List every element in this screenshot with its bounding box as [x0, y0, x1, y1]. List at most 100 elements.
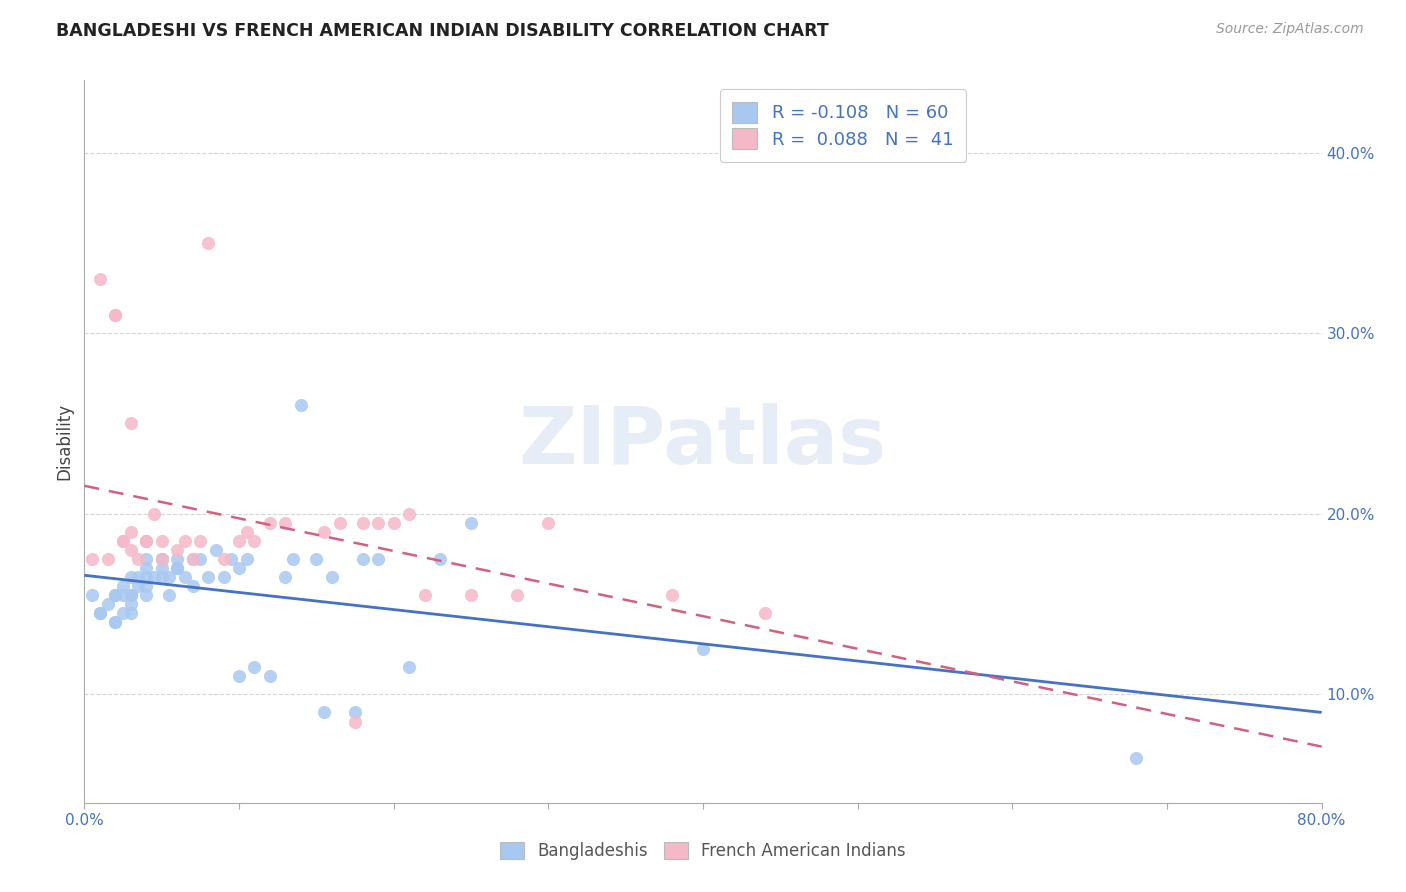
Point [188, 533, 211, 548]
Point [281, 552, 305, 566]
Point [120, 606, 142, 620]
Point [135, 579, 157, 593]
Point [135, 570, 157, 584]
Point [228, 669, 250, 683]
Legend: Bangladeshis, French American Indians: Bangladeshis, French American Indians [494, 835, 912, 867]
Point [82, 552, 104, 566]
Point [274, 570, 297, 584]
Point [460, 588, 482, 602]
Point [135, 533, 157, 548]
Point [290, 398, 312, 412]
Point [188, 552, 211, 566]
Point [274, 516, 297, 530]
Point [150, 552, 173, 566]
Point [150, 561, 173, 575]
Point [104, 615, 127, 630]
Point [135, 561, 157, 575]
Point [89, 606, 111, 620]
Point [181, 552, 204, 566]
Point [143, 570, 166, 584]
Point [120, 597, 142, 611]
Point [305, 552, 328, 566]
Point [243, 660, 266, 674]
Point [228, 533, 250, 548]
Point [537, 516, 560, 530]
Point [120, 417, 142, 431]
Point [197, 235, 219, 250]
Point [181, 552, 204, 566]
Point [159, 588, 180, 602]
Point [166, 561, 188, 575]
Point [661, 588, 683, 602]
Point [127, 579, 149, 593]
Point [328, 516, 352, 530]
Point [1125, 750, 1147, 764]
Point [382, 516, 405, 530]
Point [367, 552, 389, 566]
Point [120, 588, 142, 602]
Point [120, 588, 142, 602]
Point [135, 588, 157, 602]
Point [96, 597, 118, 611]
Point [166, 561, 188, 575]
Point [312, 524, 335, 539]
Point [112, 533, 135, 548]
Point [150, 533, 173, 548]
Point [398, 507, 420, 521]
Text: Source: ZipAtlas.com: Source: ZipAtlas.com [1216, 22, 1364, 37]
Point [212, 552, 235, 566]
Point [321, 570, 343, 584]
Point [104, 308, 127, 322]
Point [367, 516, 389, 530]
Point [259, 669, 281, 683]
Point [197, 570, 219, 584]
Point [89, 606, 111, 620]
Point [166, 552, 188, 566]
Point [352, 552, 374, 566]
Point [127, 570, 149, 584]
Point [352, 516, 374, 530]
Point [127, 552, 149, 566]
Point [259, 516, 281, 530]
Point [692, 642, 714, 657]
Point [174, 533, 197, 548]
Point [398, 660, 420, 674]
Point [120, 542, 142, 557]
Point [135, 533, 157, 548]
Point [235, 552, 259, 566]
Point [506, 588, 529, 602]
Text: BANGLADESHI VS FRENCH AMERICAN INDIAN DISABILITY CORRELATION CHART: BANGLADESHI VS FRENCH AMERICAN INDIAN DI… [56, 22, 830, 40]
Point [174, 570, 197, 584]
Point [82, 588, 104, 602]
Point [112, 588, 135, 602]
Point [104, 588, 127, 602]
Point [228, 561, 250, 575]
Point [460, 516, 482, 530]
Point [104, 615, 127, 630]
Point [219, 552, 242, 566]
Point [104, 308, 127, 322]
Point [166, 542, 188, 557]
Point [104, 588, 127, 602]
Text: ZIPatlas: ZIPatlas [519, 402, 887, 481]
Point [754, 606, 776, 620]
Point [205, 542, 228, 557]
Point [150, 552, 173, 566]
Point [89, 272, 111, 286]
Point [112, 606, 135, 620]
Point [96, 552, 118, 566]
Point [181, 579, 204, 593]
Point [159, 570, 180, 584]
Point [243, 533, 266, 548]
Y-axis label: Disability: Disability [55, 403, 73, 480]
Point [429, 552, 451, 566]
Point [212, 570, 235, 584]
Point [413, 588, 436, 602]
Point [135, 533, 157, 548]
Point [343, 714, 366, 729]
Point [343, 706, 366, 720]
Point [112, 579, 135, 593]
Point [235, 524, 259, 539]
Point [150, 570, 173, 584]
Point [120, 524, 142, 539]
